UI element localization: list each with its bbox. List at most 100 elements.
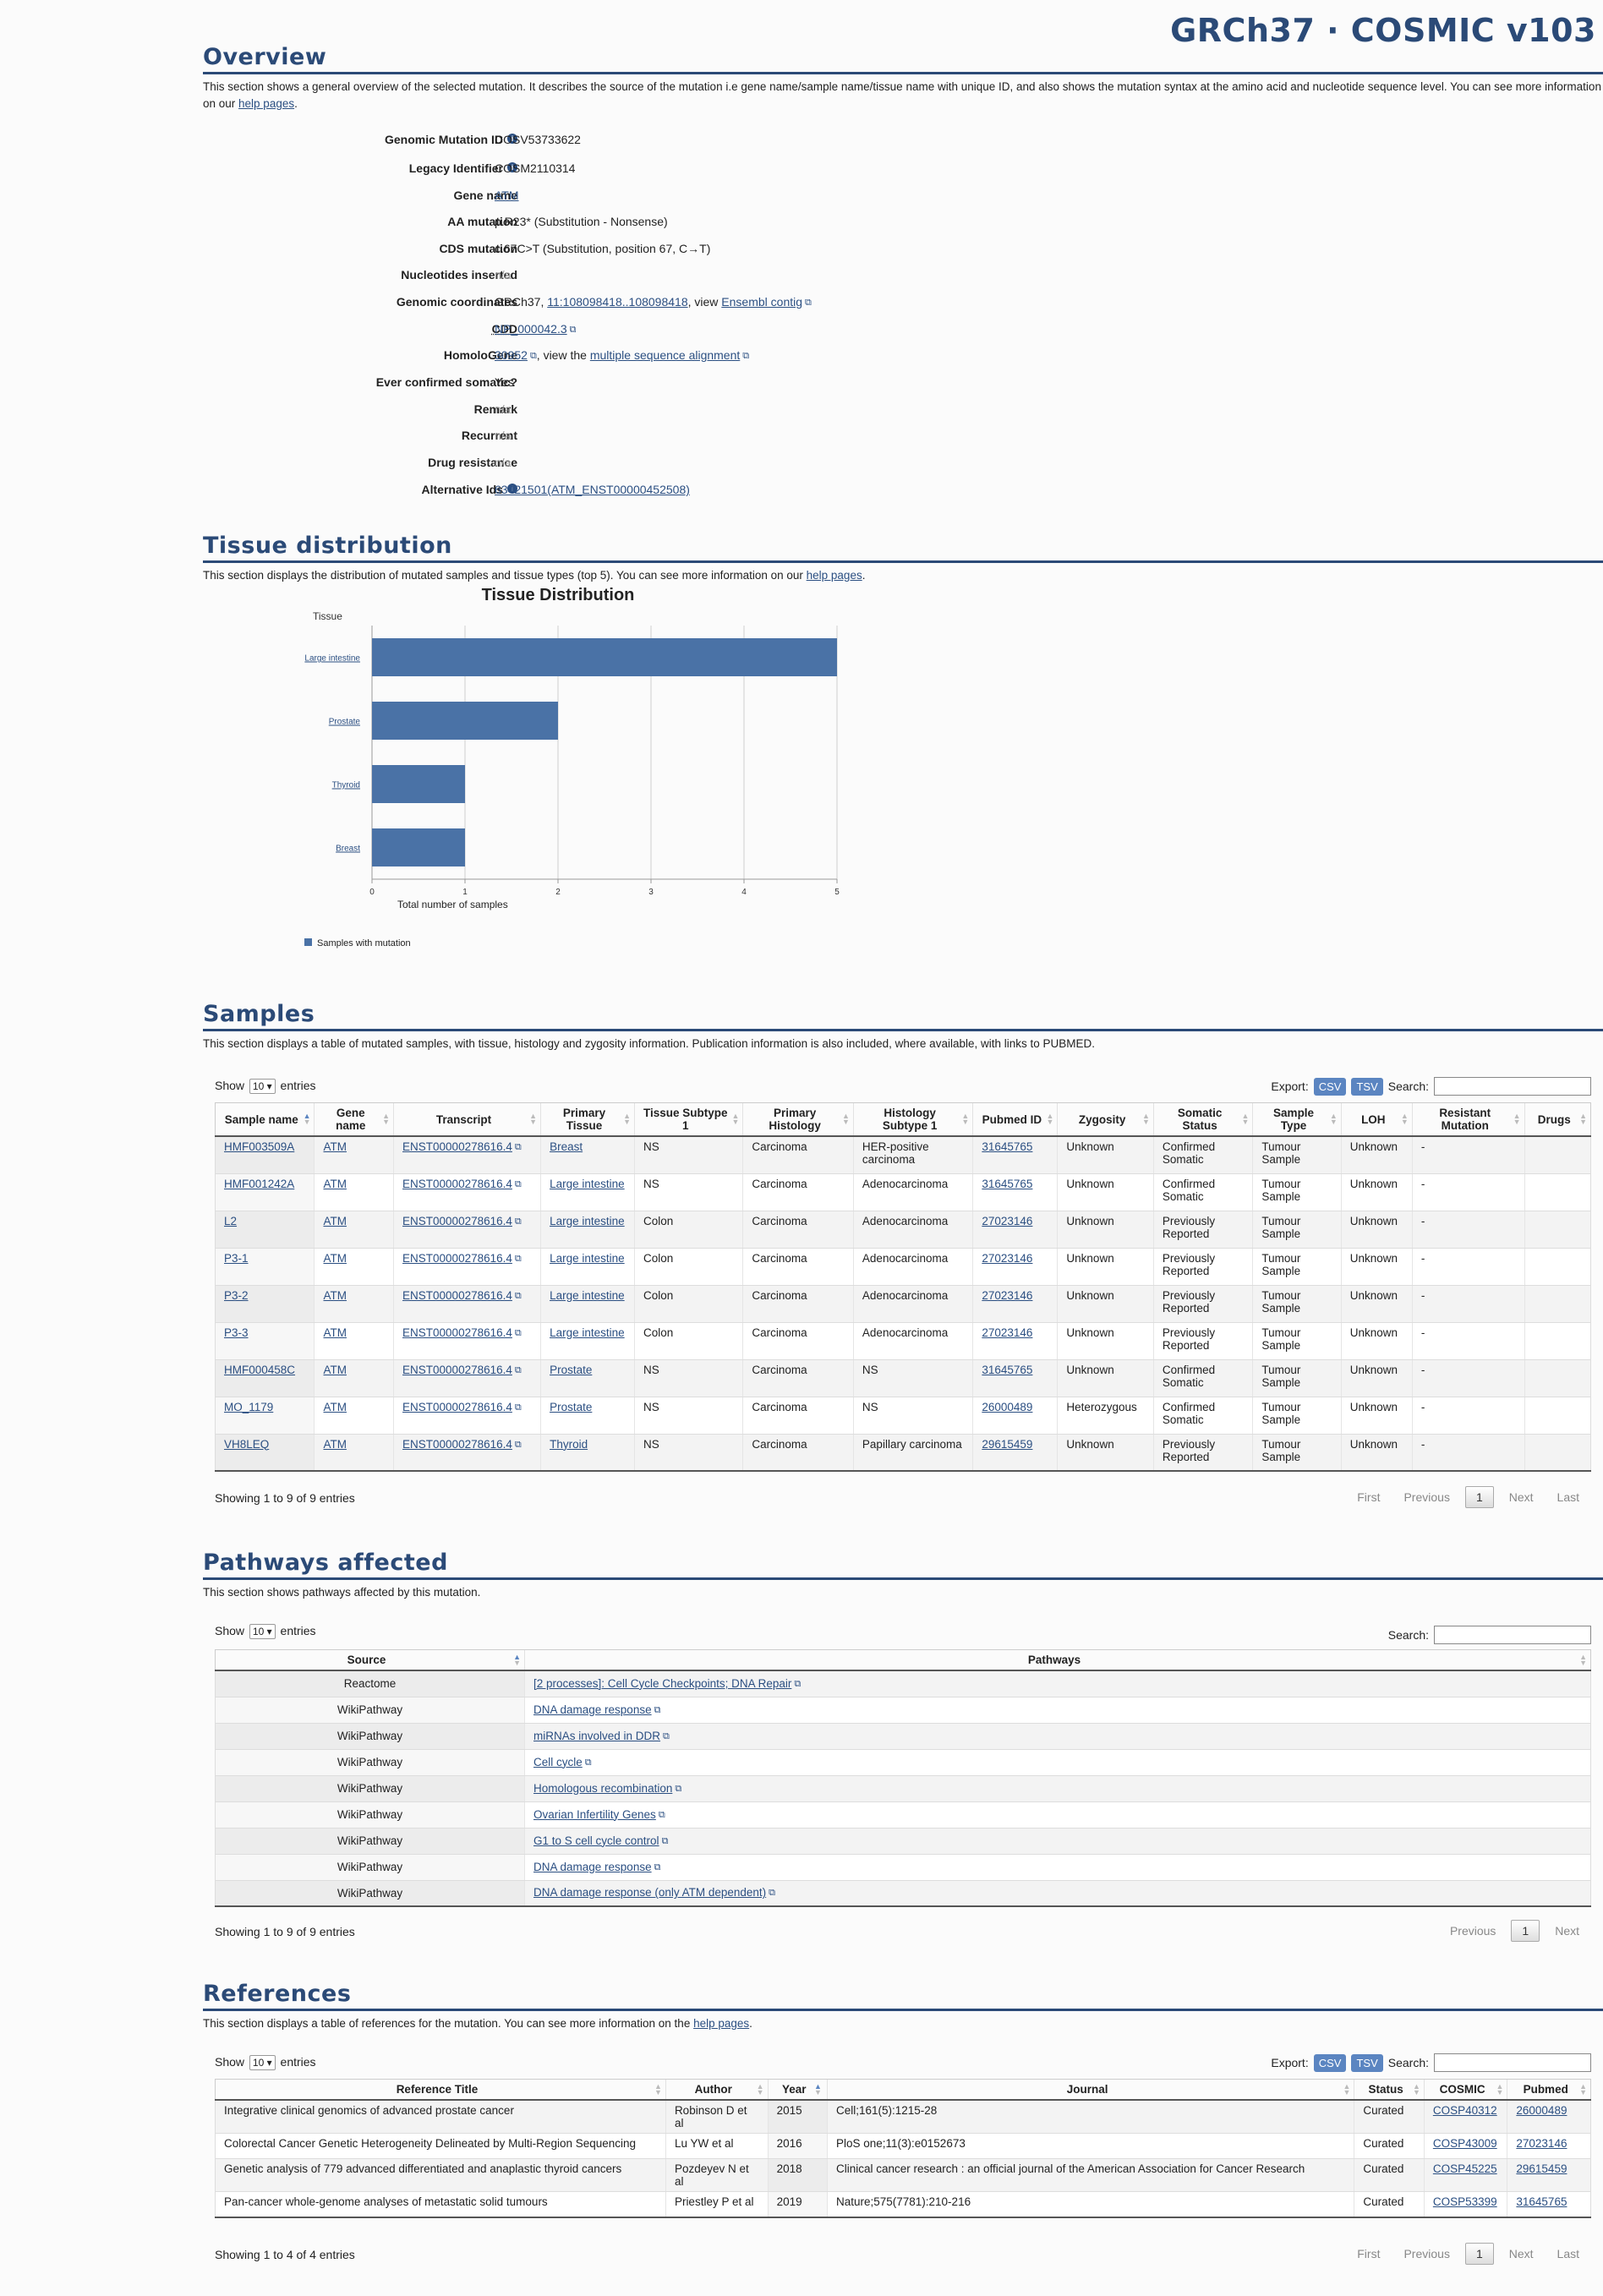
cell-link[interactable]: 26000489 xyxy=(982,1400,1033,1413)
pager-previous[interactable]: Previous xyxy=(1403,1490,1450,1504)
entries-select[interactable]: 10 ▾ xyxy=(249,2055,276,2070)
references-search-input[interactable] xyxy=(1434,2053,1591,2072)
cell-link[interactable]: ATM xyxy=(323,1363,347,1376)
cell-link[interactable]: Breast xyxy=(550,1140,583,1153)
cell-link[interactable]: 31645765 xyxy=(982,1140,1033,1153)
cell-link[interactable]: Prostate xyxy=(550,1400,593,1413)
cell-link[interactable]: COSP53399 xyxy=(1432,2195,1497,2208)
cell-link[interactable]: ATM xyxy=(323,1288,347,1302)
cell-link[interactable]: ENST00000278616.4 xyxy=(402,1326,512,1339)
alternative-ids-link[interactable]: 63421501(ATM_ENST00000452508) xyxy=(495,483,690,496)
column-header[interactable]: Drugs ▲ ▼ xyxy=(1524,1102,1592,1137)
cell-link[interactable]: ATM xyxy=(323,1214,347,1227)
cell-link[interactable]: ATM xyxy=(323,1140,347,1153)
pager-first[interactable]: First xyxy=(1357,1490,1381,1504)
pathway-link[interactable]: Homologous recombination xyxy=(533,1781,673,1795)
cell-link[interactable]: 26000489 xyxy=(1516,2104,1567,2117)
samples-search-input[interactable] xyxy=(1434,1077,1591,1096)
column-header[interactable]: Transcript ▲ ▼ xyxy=(393,1102,541,1137)
cell-link[interactable]: COSP43009 xyxy=(1432,2137,1497,2150)
homologene-link[interactable]: 30952 xyxy=(495,348,528,362)
gene-name-link[interactable]: ATM xyxy=(495,189,519,202)
column-header[interactable]: Source ▲ ▼ xyxy=(215,1649,525,1671)
pager-first[interactable]: First xyxy=(1357,2247,1381,2260)
cell-link[interactable]: COSP45225 xyxy=(1432,2162,1497,2175)
column-header[interactable]: Primary Tissue ▲ ▼ xyxy=(540,1102,635,1137)
pager-last[interactable]: Last xyxy=(1556,2247,1579,2260)
cell-link[interactable]: ENST00000278616.4 xyxy=(402,1363,512,1376)
column-header[interactable]: Sample name ▲ ▼ xyxy=(214,1102,315,1137)
cell-link[interactable]: HMF003509A xyxy=(224,1140,295,1153)
info-icon[interactable]: i xyxy=(507,162,517,172)
cell-link[interactable]: P3-1 xyxy=(224,1251,249,1265)
cell-link[interactable]: P3-2 xyxy=(224,1288,249,1302)
cell-link[interactable]: ENST00000278616.4 xyxy=(402,1437,512,1451)
pager-previous[interactable]: Previous xyxy=(1449,1924,1496,1938)
category-label[interactable]: Prostate xyxy=(329,718,361,727)
cell-link[interactable]: 31645765 xyxy=(1516,2195,1567,2208)
cell-link[interactable]: 29615459 xyxy=(982,1437,1033,1451)
pager-next[interactable]: Next xyxy=(1555,1924,1579,1938)
column-header[interactable]: COSMIC ▲ ▼ xyxy=(1423,2079,1507,2101)
cell-link[interactable]: 31645765 xyxy=(982,1177,1033,1190)
category-label[interactable]: Breast xyxy=(336,845,360,854)
references-help-link[interactable]: help pages xyxy=(693,2017,750,2030)
cell-link[interactable]: ENST00000278616.4 xyxy=(402,1400,512,1413)
cell-link[interactable]: 27023146 xyxy=(982,1326,1033,1339)
cell-link[interactable]: HMF000458C xyxy=(224,1363,296,1376)
column-header[interactable]: Pubmed ID ▲ ▼ xyxy=(972,1102,1058,1137)
multiple-sequence-alignment-link[interactable]: multiple sequence alignment xyxy=(589,348,741,362)
cell-link[interactable]: L2 xyxy=(224,1214,238,1227)
cell-link[interactable]: ATM xyxy=(323,1251,347,1265)
cell-link[interactable]: ENST00000278616.4 xyxy=(402,1140,512,1153)
cell-link[interactable]: Large intestine xyxy=(550,1214,625,1227)
cell-link[interactable]: ENST00000278616.4 xyxy=(402,1288,512,1302)
cell-link[interactable]: 29615459 xyxy=(1516,2162,1567,2175)
pathway-link[interactable]: Ovarian Infertility Genes xyxy=(533,1807,656,1821)
cell-link[interactable]: Thyroid xyxy=(550,1437,588,1451)
pathway-link[interactable]: Cell cycle xyxy=(533,1755,583,1768)
column-header[interactable]: Journal ▲ ▼ xyxy=(826,2079,1354,2101)
cell-link[interactable]: ATM xyxy=(323,1177,347,1190)
column-header[interactable]: Resistant Mutation ▲ ▼ xyxy=(1411,1102,1525,1137)
entries-select[interactable]: 10 ▾ xyxy=(249,1079,276,1094)
tissue-help-link[interactable]: help pages xyxy=(806,569,862,582)
overview-help-link[interactable]: help pages xyxy=(238,97,295,110)
pager-1[interactable]: 1 xyxy=(1464,2243,1494,2265)
cell-link[interactable]: COSP40312 xyxy=(1432,2104,1497,2117)
info-icon[interactable]: i xyxy=(507,484,517,494)
column-header[interactable]: Year ▲ ▼ xyxy=(767,2079,828,2101)
cell-link[interactable]: Large intestine xyxy=(550,1326,625,1339)
pager-1[interactable]: 1 xyxy=(1511,1920,1540,1942)
cell-link[interactable]: ATM xyxy=(323,1437,347,1451)
pathway-link[interactable]: [2 processes]: Cell Cycle Checkpoints; D… xyxy=(533,1676,792,1690)
cell-link[interactable]: Prostate xyxy=(550,1363,593,1376)
column-header[interactable]: Primary Histology ▲ ▼ xyxy=(742,1102,854,1137)
category-label[interactable]: Large intestine xyxy=(304,654,360,664)
pathway-link[interactable]: miRNAs involved in DDR xyxy=(533,1729,661,1742)
info-icon[interactable]: i xyxy=(507,134,517,144)
category-label[interactable]: Thyroid xyxy=(332,781,360,790)
cell-link[interactable]: 31645765 xyxy=(982,1363,1033,1376)
cell-link[interactable]: 27023146 xyxy=(982,1214,1033,1227)
cell-link[interactable]: ATM xyxy=(323,1400,347,1413)
tsv-export-button[interactable]: TSV xyxy=(1351,2053,1383,2072)
pager-last[interactable]: Last xyxy=(1556,1490,1579,1504)
pathway-link[interactable]: G1 to S cell cycle control xyxy=(533,1834,659,1847)
cell-link[interactable]: 27023146 xyxy=(982,1251,1033,1265)
cell-link[interactable]: Large intestine xyxy=(550,1177,625,1190)
cell-link[interactable]: ATM xyxy=(323,1326,347,1339)
cell-link[interactable]: ENST00000278616.4 xyxy=(402,1177,512,1190)
column-header[interactable]: Zygosity ▲ ▼ xyxy=(1057,1102,1154,1137)
cell-link[interactable]: Large intestine xyxy=(550,1251,625,1265)
column-header[interactable]: Gene name ▲ ▼ xyxy=(314,1102,394,1137)
pathway-link[interactable]: DNA damage response (only ATM dependent) xyxy=(533,1886,767,1900)
column-header[interactable]: Sample Type ▲ ▼ xyxy=(1252,1102,1342,1137)
tsv-export-button[interactable]: TSV xyxy=(1351,1077,1383,1096)
cdd-link[interactable]: NP_000042.3 xyxy=(495,322,567,336)
entries-select[interactable]: 10 ▾ xyxy=(249,1624,276,1639)
column-header[interactable]: LOH ▲ ▼ xyxy=(1340,1102,1413,1137)
cell-link[interactable]: ENST00000278616.4 xyxy=(402,1214,512,1227)
column-header[interactable]: Author ▲ ▼ xyxy=(665,2079,769,2101)
pager-next[interactable]: Next xyxy=(1508,2247,1534,2260)
